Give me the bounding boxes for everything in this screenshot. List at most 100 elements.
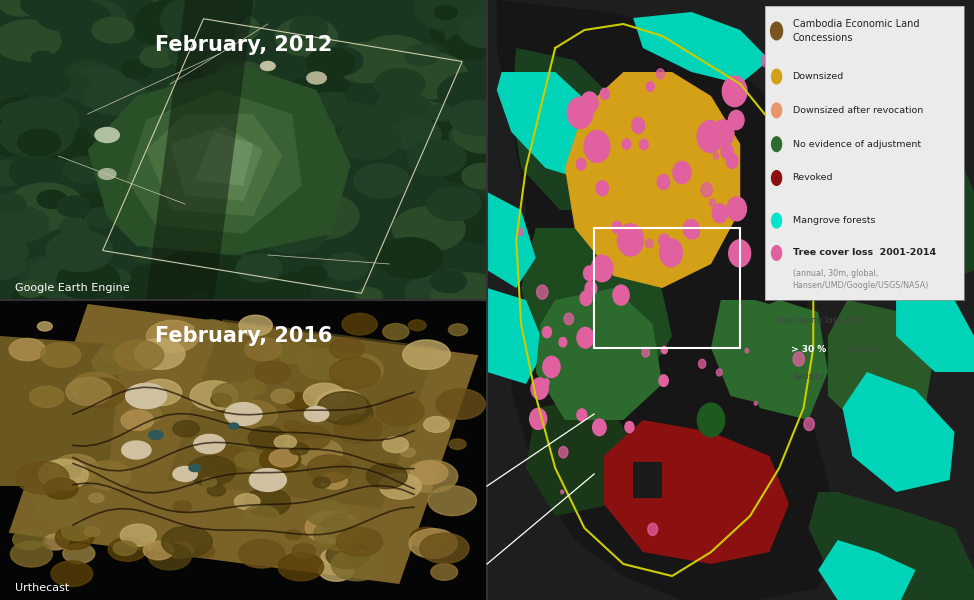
Circle shape (581, 92, 598, 113)
Circle shape (673, 161, 691, 184)
Circle shape (658, 234, 669, 247)
Circle shape (581, 291, 592, 305)
Text: Displaying loss with: Displaying loss with (776, 316, 862, 325)
Circle shape (332, 354, 384, 385)
Text: February, 2012: February, 2012 (155, 35, 332, 55)
Circle shape (771, 137, 781, 152)
Circle shape (35, 494, 80, 522)
Circle shape (231, 237, 297, 278)
Circle shape (235, 494, 260, 509)
Polygon shape (146, 0, 253, 300)
Circle shape (104, 139, 141, 162)
Circle shape (567, 97, 593, 128)
Circle shape (437, 73, 506, 115)
Circle shape (173, 467, 197, 481)
Circle shape (729, 240, 751, 267)
Circle shape (431, 15, 485, 49)
Circle shape (289, 443, 309, 455)
Circle shape (239, 315, 273, 336)
Circle shape (190, 225, 216, 242)
Circle shape (298, 266, 327, 284)
Circle shape (9, 338, 45, 361)
Circle shape (366, 463, 407, 488)
Circle shape (622, 139, 630, 149)
Circle shape (415, 0, 492, 32)
Circle shape (462, 79, 483, 92)
Circle shape (173, 33, 243, 76)
Circle shape (0, 130, 33, 156)
Circle shape (121, 410, 154, 430)
Circle shape (656, 69, 664, 79)
Circle shape (564, 313, 574, 325)
Circle shape (225, 101, 301, 148)
Circle shape (374, 69, 425, 100)
Circle shape (121, 265, 194, 310)
Circle shape (122, 441, 151, 459)
Circle shape (246, 237, 290, 264)
Circle shape (221, 112, 269, 142)
Text: Cambodia Economic Land
Concessions: Cambodia Economic Land Concessions (793, 19, 919, 43)
Circle shape (152, 0, 221, 30)
Circle shape (625, 422, 634, 433)
Circle shape (771, 170, 781, 185)
Circle shape (447, 34, 487, 58)
Circle shape (72, 1, 126, 34)
Circle shape (67, 242, 101, 263)
Circle shape (577, 328, 594, 348)
Circle shape (241, 380, 266, 395)
Circle shape (380, 473, 422, 499)
Circle shape (531, 378, 548, 399)
Circle shape (196, 119, 247, 151)
Circle shape (103, 269, 131, 286)
Circle shape (292, 194, 316, 208)
Circle shape (359, 35, 430, 79)
Circle shape (613, 285, 629, 305)
Circle shape (434, 5, 457, 19)
Circle shape (382, 476, 399, 487)
Circle shape (245, 166, 320, 211)
Circle shape (322, 409, 345, 422)
Circle shape (104, 200, 143, 223)
Circle shape (745, 349, 749, 353)
Circle shape (318, 560, 354, 581)
Circle shape (44, 146, 64, 158)
Circle shape (108, 538, 147, 561)
Circle shape (134, 338, 185, 370)
Circle shape (278, 553, 323, 581)
Circle shape (41, 343, 81, 367)
Circle shape (134, 19, 177, 44)
Circle shape (271, 389, 294, 403)
Circle shape (600, 88, 610, 100)
Circle shape (754, 401, 757, 405)
Circle shape (85, 527, 100, 536)
Polygon shape (740, 300, 828, 420)
Circle shape (282, 94, 333, 125)
Circle shape (121, 60, 152, 79)
Circle shape (697, 403, 725, 437)
Circle shape (215, 61, 268, 94)
Circle shape (320, 473, 347, 489)
Circle shape (162, 526, 212, 557)
Circle shape (543, 379, 549, 386)
Circle shape (0, 110, 74, 157)
Circle shape (405, 275, 459, 308)
Circle shape (43, 129, 103, 166)
Circle shape (298, 349, 348, 379)
Circle shape (93, 350, 132, 374)
Circle shape (321, 550, 344, 563)
Circle shape (0, 194, 25, 213)
Text: Mangrove forests: Mangrove forests (793, 216, 875, 225)
Circle shape (126, 383, 167, 409)
Circle shape (323, 514, 364, 539)
Circle shape (63, 544, 94, 563)
Circle shape (220, 234, 261, 259)
Polygon shape (167, 319, 437, 509)
Circle shape (20, 0, 62, 17)
Circle shape (60, 465, 82, 478)
Circle shape (92, 81, 159, 123)
Circle shape (156, 17, 191, 39)
Circle shape (729, 110, 744, 130)
Circle shape (657, 175, 669, 190)
Circle shape (286, 79, 318, 98)
Circle shape (0, 103, 39, 127)
